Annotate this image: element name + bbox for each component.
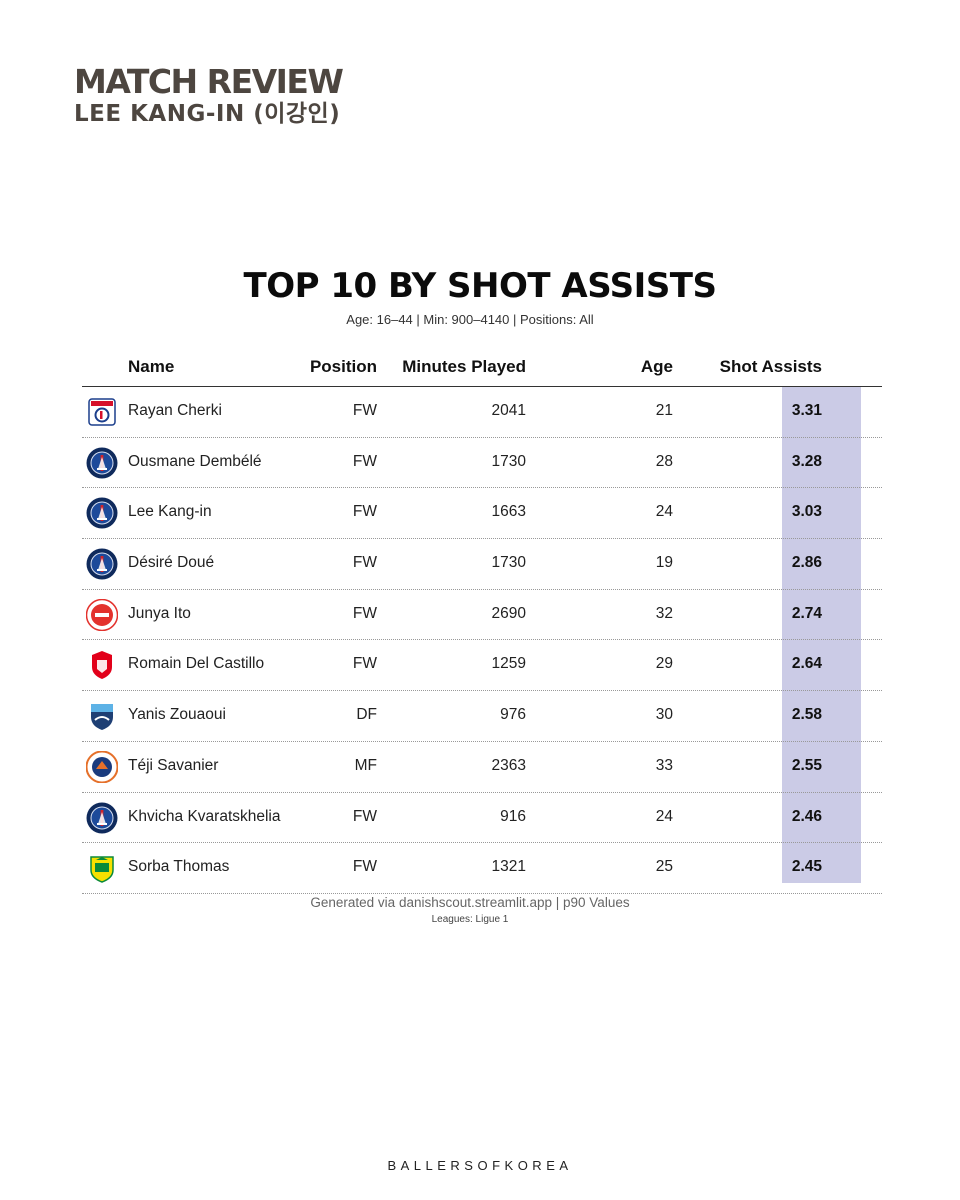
nantes-crest-icon [86, 852, 118, 884]
player-name: Junya Ito [128, 604, 191, 622]
shot-assists-highlight [782, 386, 861, 883]
source-note: Generated via danishscout.streamlit.app … [310, 895, 630, 910]
table-row: Désiré Doué FW 1730 19 2.86 [82, 539, 882, 590]
table-row: Junya Ito FW 2690 32 2.74 [82, 590, 882, 641]
player-name: Téji Savanier [128, 756, 219, 774]
header-player-name: LEE KANG-IN (이강인) [74, 101, 341, 127]
table-header: Name Position Minutes Played Age Shot As… [82, 350, 882, 387]
player-name: Romain Del Castillo [128, 655, 265, 673]
psg-crest-icon [86, 447, 118, 479]
table-row: Rayan Cherki FW 2041 21 3.31 [82, 387, 882, 438]
montpellier-crest-icon [85, 750, 119, 784]
le-havre-crest-icon [86, 700, 118, 732]
psg-crest-icon [86, 802, 118, 834]
player-name: Khvicha Kvaratskhelia [128, 807, 281, 825]
lyon-crest-icon [86, 396, 118, 428]
reims-crest-icon [85, 598, 119, 631]
table-row: Yanis Zouaoui DF 976 30 2.58 [82, 691, 882, 742]
player-name: Sorba Thomas [128, 858, 230, 876]
brand-wordmark: BALLERSOFKOREA [387, 1158, 573, 1173]
column-header-name: Name [128, 357, 175, 376]
player-name: Rayan Cherki [128, 402, 222, 419]
leagues-note: Leagues: Ligue 1 [431, 914, 509, 925]
brest-crest-icon [86, 649, 118, 681]
player-name: Yanis Zouaoui [128, 706, 226, 724]
player-name: Ousmane Dembélé [128, 452, 262, 470]
psg-crest-icon [86, 548, 118, 580]
psg-crest-icon [86, 497, 118, 529]
header-title: MATCH REVIEW [74, 62, 344, 101]
player-name: Lee Kang-in [128, 503, 212, 521]
header: MATCH REVIEW LEE KANG-IN (이강인) [74, 62, 344, 128]
table-row: Lee Kang-in FW 1663 24 3.03 [82, 488, 882, 540]
table-row: Sorba Thomas FW 1321 25 2.45 [82, 843, 882, 894]
table-row: Romain Del Castillo FW 1259 29 2.64 [82, 640, 882, 692]
table-row: Ousmane Dembélé FW 1730 28 3.28 [82, 438, 882, 489]
player-name: Désiré Doué [128, 554, 215, 572]
chart-title: TOP 10 BY SHOT ASSISTS [243, 266, 717, 306]
table-row: Téji Savanier MF 2363 33 2.55 [82, 742, 882, 793]
chart-subtitle: Age: 16–44 | Min: 900–4140 | Positions: … [346, 312, 594, 327]
stats-table: Name Position Minutes Played Age Shot As… [82, 350, 882, 894]
table-row: Khvicha Kvaratskhelia FW 916 24 2.46 [82, 793, 882, 844]
table-body: Rayan Cherki FW 2041 21 3.31 Ousmane Dembélé F… [82, 387, 882, 894]
